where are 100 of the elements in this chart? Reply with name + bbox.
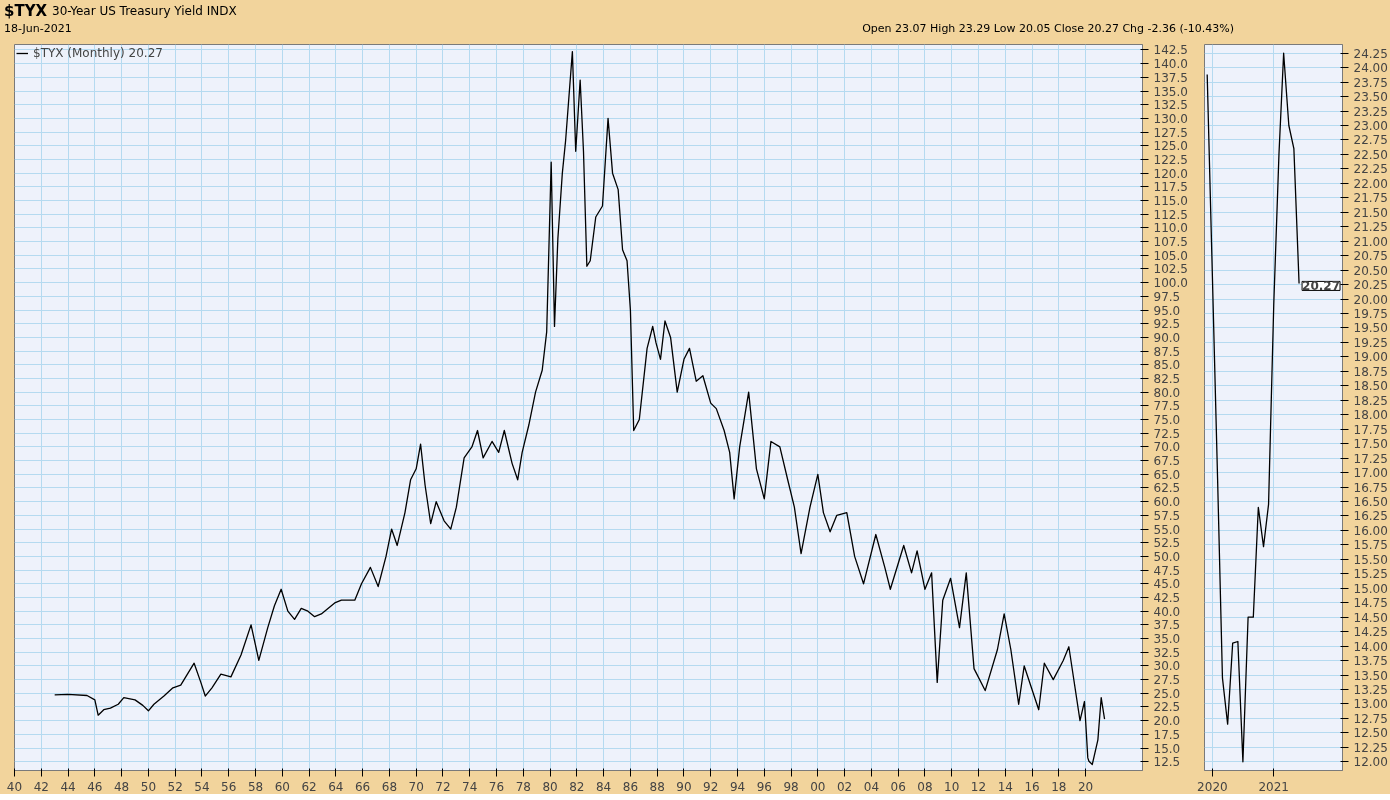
y-tick-label: 16.25 [1353,509,1388,524]
y-tick-label: 18.25 [1353,393,1388,408]
y-tick-label: 127.5 [1153,125,1188,140]
y-tick-label: 15.50 [1353,552,1388,567]
y-tick-label: 130.0 [1153,111,1188,126]
y-tick-label: 13.00 [1353,697,1388,712]
x-tick-label: 16 [1024,779,1040,794]
y-tick-label: 125.0 [1153,139,1188,154]
y-tick-label: 70.0 [1153,440,1181,455]
y-tick-label: 90.0 [1153,330,1181,345]
y-tick-label: 72.5 [1153,426,1181,441]
y-tick-label: 55.0 [1153,522,1181,537]
y-tick-label: 22.25 [1353,162,1388,177]
y-tick-label: 52.5 [1153,536,1181,551]
y-tick-label: 77.5 [1153,399,1181,414]
x-tick-label: 00 [810,779,826,794]
y-tick-label: 45.0 [1153,577,1181,592]
y-tick-label: 102.5 [1153,262,1188,277]
y-tick-label: 18.50 [1353,379,1388,394]
x-tick-label: 80 [542,779,558,794]
y-tick-label: 30.0 [1153,659,1181,674]
y-tick-label: 21.25 [1353,220,1388,235]
y-tick-label: 47.5 [1153,563,1181,578]
y-tick-label: 13.50 [1353,668,1388,683]
y-tick-label: 92.5 [1153,317,1181,332]
y-tick-label: 122.5 [1153,152,1188,167]
x-tick-label: 52 [167,779,183,794]
x-tick-label: 90 [676,779,692,794]
y-tick-label: 142.5 [1153,43,1188,58]
y-tick-label: 105.0 [1153,248,1188,263]
x-tick-label: 70 [408,779,424,794]
text: Open 23.07 High 23.29 Low 20.05 Close 20.27 Chg -2.36 (-10.43%) [862,21,1234,37]
y-tick-label: 35.0 [1153,632,1181,647]
y-tick-label: 23.50 [1353,90,1388,105]
y-tick-label: 14.25 [1353,625,1388,640]
y-tick-label: 15.0 [1153,741,1181,756]
x-tick-label: 58 [247,779,264,794]
x-tick-label: 72 [435,779,451,794]
y-tick-label: 42.5 [1153,590,1181,605]
x-tick-label: 60 [274,779,290,794]
x-tick-label: 40 [6,779,23,794]
y-tick-label: 50.0 [1153,549,1181,564]
y-tick-label: 12.00 [1353,755,1388,770]
y-tick-label: 17.25 [1353,451,1388,466]
y-tick-label: 115.0 [1153,194,1188,209]
x-tick-label: 66 [354,779,371,794]
x-tick-label: 92 [703,779,719,794]
y-tick-label: 19.25 [1353,335,1388,350]
x-tick-label: 44 [60,779,76,794]
x-tick-label: 88 [649,779,665,794]
y-tick-label: 25.0 [1153,686,1181,701]
y-tick-label: 24.25 [1353,46,1388,61]
y-tick-label: 12.75 [1353,711,1388,726]
y-tick-label: 135.0 [1153,84,1188,99]
y-tick-label: 21.50 [1353,205,1388,220]
x-tick-label: 04 [863,779,880,794]
y-tick-label: 62.5 [1153,481,1181,496]
y-tick-label: 14.75 [1353,596,1388,611]
y-tick-label: 40.0 [1153,604,1181,619]
y-tick-label: 14.00 [1353,639,1388,654]
x-tick-label: 2020 [1197,779,1228,794]
y-tick-label: 12.25 [1353,740,1388,755]
x-tick-label: 56 [221,779,237,794]
y-tick-label: 23.00 [1353,118,1388,133]
x-tick-label: 14 [997,779,1013,794]
x-tick-label: 18 [1051,779,1067,794]
y-tick-label: 22.5 [1153,700,1181,715]
y-tick-label: 12.50 [1353,726,1388,741]
x-tick-label: 10 [944,779,960,794]
x-tick-label: 48 [113,779,130,794]
y-tick-label: 95.0 [1153,303,1181,318]
y-tick-label: 17.75 [1353,422,1388,437]
y-tick-label: 21.00 [1353,234,1388,249]
x-tick-label: 06 [890,779,906,794]
y-tick-label: 15.25 [1353,567,1388,582]
x-tick-label: 42 [33,779,49,794]
x-tick-label: 54 [194,779,210,794]
annotation: 20.27 [1302,279,1341,294]
y-tick-label: 87.5 [1153,344,1181,359]
y-tick-label: 16.50 [1353,495,1388,509]
y-tick-label: 137.5 [1153,70,1188,85]
x-tick-label: 74 [462,779,478,794]
x-tick-label: 78 [515,779,531,794]
x-tick-label: 84 [595,779,612,794]
y-tick-label: 140.0 [1153,57,1188,72]
y-tick-label: 13.25 [1353,683,1388,698]
x-tick-label: 96 [756,779,772,794]
y-tick-label: 112.5 [1153,207,1188,222]
x-tick-label: 12 [970,779,987,794]
x-tick-label: 98 [783,779,799,794]
y-tick-label: 27.5 [1153,673,1181,688]
x-tick-label: 76 [488,779,505,794]
x-tick-label: 64 [328,779,344,794]
x-tick-label: 50 [140,779,157,794]
y-tick-label: 22.50 [1353,147,1388,162]
y-tick-label: 21.75 [1353,191,1388,206]
legend-label: $TYX (Monthly) 20.27 [33,46,163,60]
y-tick-label: 18.75 [1353,364,1388,379]
x-tick-label: 94 [729,779,746,794]
x-tick-label: 02 [836,779,853,794]
